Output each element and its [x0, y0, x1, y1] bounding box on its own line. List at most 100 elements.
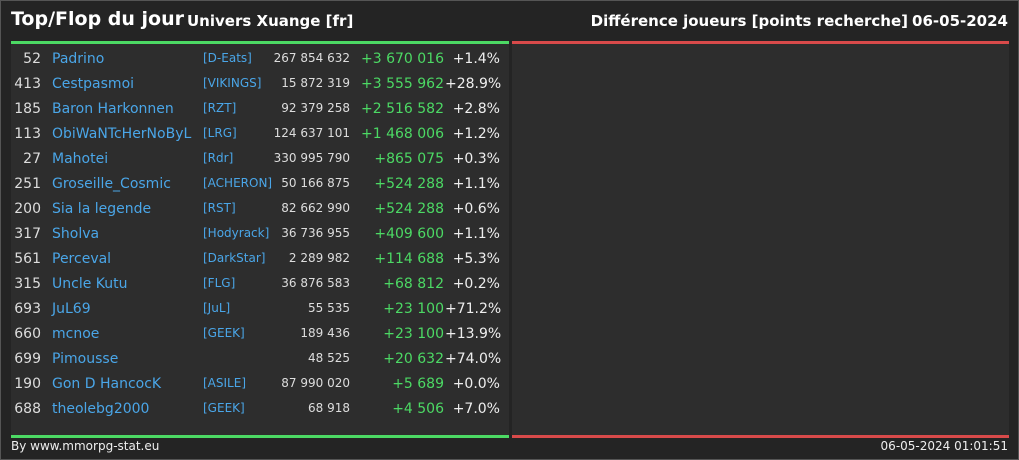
footer-credit[interactable]: By www.mmorpg-stat.eu	[11, 439, 160, 453]
header-date: 06-05-2024	[912, 12, 1008, 30]
universe-label: Univers Xuange [fr]	[187, 12, 354, 30]
table-row: 693 JuL69 [JuL] 55 535 +23 100 +71.2%	[11, 301, 509, 326]
player-alliance[interactable]: [ASILE]	[203, 376, 246, 390]
player-name[interactable]: mcnoe	[52, 326, 100, 342]
table-row: 317 Sholva [Hodyrack] 36 736 955 +409 600 +1.…	[11, 226, 509, 251]
table-row: 660 mcnoe [GEEK] 189 436 +23 100 +13.9%	[11, 326, 509, 351]
table-row: 688 theolebg2000 [GEEK] 68 918 +4 506 +7.0%	[11, 401, 509, 426]
player-name[interactable]: Perceval	[52, 251, 112, 267]
percent-diff: +0.2%	[452, 276, 500, 292]
points-diff: +524 288	[374, 201, 444, 217]
player-rank: 315	[14, 276, 41, 292]
table-row: 561 Perceval [DarkStar] 2 289 982 +114 688 +5…	[11, 251, 509, 276]
player-alliance[interactable]: [GEEK]	[203, 401, 245, 415]
player-points: 36 876 583	[281, 276, 350, 290]
points-diff: +114 688	[374, 251, 444, 267]
footer-timestamp: 06-05-2024 01:01:51	[880, 439, 1008, 453]
points-diff: +4 506	[392, 401, 444, 417]
player-name[interactable]: ObiWaNTcHerNoByL	[52, 126, 192, 142]
player-alliance[interactable]: [Hodyrack]	[203, 226, 270, 240]
player-alliance[interactable]: [FLG]	[203, 276, 236, 290]
percent-diff: +7.0%	[452, 401, 500, 417]
points-diff: +2 516 582	[361, 101, 444, 117]
player-alliance[interactable]: [LRG]	[203, 126, 237, 140]
player-points: 36 736 955	[281, 226, 350, 240]
player-rank: 190	[14, 376, 41, 392]
player-rank: 200	[14, 201, 41, 217]
points-diff: +524 288	[374, 176, 444, 192]
points-diff: +3 670 016	[361, 51, 444, 67]
percent-diff: +1.1%	[452, 226, 500, 242]
player-points: 48 525	[308, 351, 350, 365]
flop-panel	[512, 41, 1009, 438]
metric-label: Différence joueurs [points recherche]	[590, 12, 908, 30]
player-points: 189 436	[300, 326, 350, 340]
player-name[interactable]: Mahotei	[52, 151, 109, 167]
player-name[interactable]: Groseille_Cosmic	[52, 176, 171, 192]
player-rank: 693	[14, 301, 41, 317]
table-row: 315 Uncle Kutu [FLG] 36 876 583 +68 812 +0.2%	[11, 276, 509, 301]
player-alliance[interactable]: [D-Eats]	[203, 51, 252, 65]
table-row: 185 Baron Harkonnen [RZT] 92 379 258 +2 516 …	[11, 101, 509, 126]
table-row: 413 Cestpasmoi [VIKINGS] 15 872 319 +3 555 9…	[11, 76, 509, 101]
points-diff: +1 468 006	[361, 126, 444, 142]
player-rank: 413	[14, 76, 41, 92]
player-name[interactable]: Pimousse	[52, 351, 119, 367]
player-rank: 185	[14, 101, 41, 117]
player-alliance[interactable]: [VIKINGS]	[203, 76, 262, 90]
player-name[interactable]: Padrino	[52, 51, 105, 67]
player-points: 55 535	[308, 301, 350, 315]
player-name[interactable]: Cestpasmoi	[52, 76, 135, 92]
player-alliance[interactable]: [ACHERON]	[203, 176, 273, 190]
table-row: 251 Groseille_Cosmic [ACHERON] 50 166 875 +5…	[11, 176, 509, 201]
player-name[interactable]: theolebg2000	[52, 401, 150, 417]
player-name[interactable]: Uncle Kutu	[52, 276, 128, 292]
percent-diff: +1.4%	[452, 51, 500, 67]
player-name[interactable]: Baron Harkonnen	[52, 101, 174, 117]
player-rank: 660	[14, 326, 41, 342]
player-name[interactable]: Sholva	[52, 226, 100, 242]
player-name[interactable]: Gon D HancocK	[52, 376, 162, 392]
player-rank: 699	[14, 351, 41, 367]
player-name[interactable]: Sia la legende	[52, 201, 152, 217]
points-diff: +68 812	[383, 276, 444, 292]
player-alliance[interactable]: [RZT]	[203, 101, 237, 115]
player-name[interactable]: JuL69	[52, 301, 91, 317]
percent-diff: +1.1%	[452, 176, 500, 192]
player-alliance[interactable]: [DarkStar]	[203, 251, 266, 265]
points-diff: +865 075	[374, 151, 444, 167]
player-points: 15 872 319	[281, 76, 350, 90]
player-points: 330 995 790	[273, 151, 350, 165]
points-diff: +409 600	[374, 226, 444, 242]
header: Top/Flop du jour Univers Xuange [fr] Dif…	[1, 1, 1018, 39]
points-diff: +23 100	[383, 326, 444, 342]
table-row: 113 ObiWaNTcHerNoByL [LRG] 124 637 101 +1 46…	[11, 126, 509, 151]
table-row: 200 Sia la legende [RST] 82 662 990 +524 288…	[11, 201, 509, 226]
page-title: Top/Flop du jour	[11, 8, 184, 30]
player-alliance[interactable]: [Rdr]	[203, 151, 234, 165]
player-points: 50 166 875	[281, 176, 350, 190]
player-points: 2 289 982	[288, 251, 350, 265]
table-row: 52 Padrino [D-Eats] 267 854 632 +3 670 016 +1…	[11, 51, 509, 76]
table-row: 27 Mahotei [Rdr] 330 995 790 +865 075 +0.3%	[11, 151, 509, 176]
player-rank: 317	[14, 226, 41, 242]
percent-diff: +1.2%	[452, 126, 500, 142]
player-points: 87 990 020	[281, 376, 350, 390]
points-diff: +20 632	[383, 351, 444, 367]
player-rank: 251	[14, 176, 41, 192]
percent-diff: +0.0%	[452, 376, 500, 392]
percent-diff: +71.2%	[445, 301, 502, 317]
player-points: 82 662 990	[281, 201, 350, 215]
player-points: 124 637 101	[273, 126, 350, 140]
percent-diff: +13.9%	[445, 326, 502, 342]
player-points: 92 379 258	[281, 101, 350, 115]
player-alliance[interactable]: [RST]	[203, 201, 236, 215]
player-points: 267 854 632	[273, 51, 350, 65]
points-diff: +5 689	[392, 376, 444, 392]
points-diff: +3 555 962	[361, 76, 444, 92]
player-alliance[interactable]: [JuL]	[203, 301, 231, 315]
player-rank: 561	[14, 251, 41, 267]
player-alliance[interactable]: [GEEK]	[203, 326, 245, 340]
table-row: 699 Pimousse 48 525 +20 632 +74.0%	[11, 351, 509, 376]
